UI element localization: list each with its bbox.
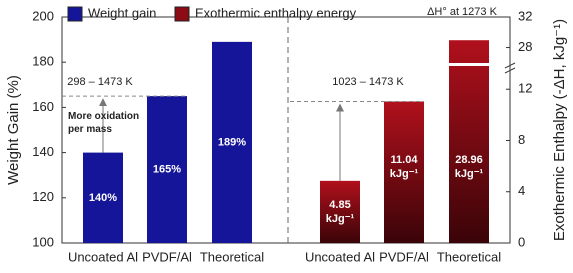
y-tick-label: 100: [32, 234, 54, 249]
y-axis-label: Exothermic Enthalpy (-ΔH, kJg⁻¹): [551, 19, 568, 241]
value-label: 140%: [89, 192, 117, 204]
value-label: 189%: [218, 136, 246, 148]
y-tick-label: 180: [32, 54, 54, 69]
axis-break: [447, 63, 491, 66]
plot-frame: [61, 16, 511, 244]
y-tick-label: 120: [32, 189, 54, 204]
x-tick-label: Theoretical: [437, 249, 501, 264]
y-tick-label: 4: [518, 183, 525, 198]
bar: [384, 101, 424, 243]
value-label: 4.85 kJg⁻¹: [326, 199, 355, 225]
bar: [449, 40, 489, 244]
legend-swatch: [67, 6, 83, 22]
axis-break-mark: [504, 67, 516, 74]
x-tick-label: Theoretical: [200, 249, 264, 264]
x-tick-label: PVDF/Al: [379, 249, 429, 264]
bar: [320, 180, 360, 243]
axis-break-mark: [504, 62, 516, 69]
y-tick-label: 28: [518, 39, 532, 54]
bar: [147, 96, 187, 243]
y-tick-label: 160: [32, 99, 54, 114]
annotation: 298 – 1473 K: [67, 76, 133, 88]
value-label: 165%: [153, 163, 181, 175]
x-tick-label: PVDF/Al: [142, 249, 192, 264]
value-label: 28.96 kJg⁻¹: [455, 154, 484, 180]
y-tick-label: 32: [518, 8, 532, 23]
y-tick-label: 8: [518, 132, 525, 147]
y-tick-label: 140: [32, 144, 54, 159]
bar: [212, 41, 252, 243]
y-tick-label: 0: [518, 234, 525, 249]
x-tick-label: Uncoated Al: [305, 249, 375, 264]
legend-label: Weight gain: [88, 5, 156, 20]
legend-label: Exothermic enthalpy energy: [195, 5, 357, 20]
y-tick-label: 12: [518, 81, 532, 96]
value-label: 11.04 kJg⁻¹: [390, 154, 419, 180]
annotation: 1023 – 1473 K: [332, 76, 404, 88]
annotation: ΔH° at 1273 K: [427, 6, 498, 18]
x-tick-label: Uncoated Al: [68, 249, 138, 264]
y-axis-label: Weight Gain (%): [5, 75, 22, 185]
y-tick-label: 200: [32, 8, 54, 23]
bar: [83, 152, 123, 243]
annotation: More oxidation per mass: [68, 111, 139, 135]
legend-swatch: [174, 6, 190, 22]
